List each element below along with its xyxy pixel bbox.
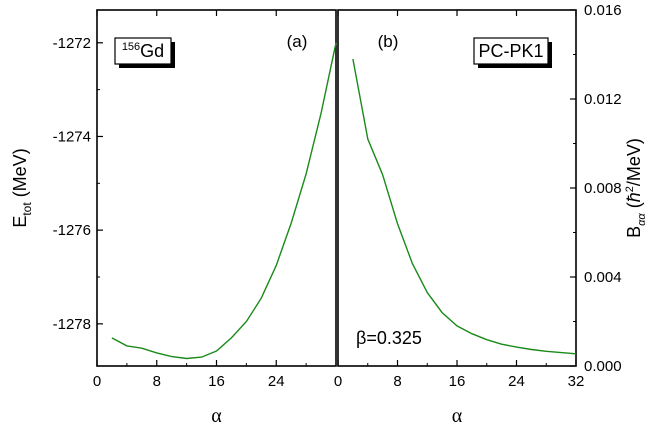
y-tick-label: 0.012 bbox=[584, 91, 622, 108]
y-label-unit: (MeV) bbox=[10, 148, 30, 202]
series-line-a bbox=[111, 42, 337, 360]
x-tick-label: 32 bbox=[568, 373, 585, 390]
y-axis-label-mass: Bαα (ħ2/MeV) bbox=[624, 138, 648, 238]
panel-a: 0 8 16 24 α -1272 -1274 -1276 -1278 (a) 156Gd bbox=[53, 9, 337, 427]
chart-panels: 0 8 16 24 α -1272 -1274 -1276 -1278 (a) 156Gd 0 8 16 2… bbox=[53, 2, 622, 427]
y-label-unit-open: ( bbox=[624, 202, 644, 213]
y-label-hbar: ħ bbox=[624, 192, 644, 202]
x-tick-label: 16 bbox=[208, 373, 225, 390]
y-tick-label: -1272 bbox=[53, 35, 91, 52]
x-tick-label: 0 bbox=[93, 373, 101, 390]
label-box-frame bbox=[473, 37, 549, 65]
y-tick-label: -1274 bbox=[53, 128, 91, 145]
label-box-frame bbox=[114, 37, 172, 65]
label-box-text: 156Gd bbox=[122, 41, 164, 61]
panel-b-label-box: PC-PK1 bbox=[473, 37, 552, 68]
label-box-main: Gd bbox=[140, 41, 164, 61]
y-label-unit-close: /MeV) bbox=[624, 138, 644, 186]
series-line-b bbox=[352, 58, 577, 355]
y-tick-label: 0.016 bbox=[584, 2, 622, 19]
beta-annotation: β=0.325 bbox=[356, 328, 422, 348]
panel-a-y-axis-label: Etot (MeV) bbox=[10, 148, 34, 227]
x-tick-label: 24 bbox=[508, 373, 525, 390]
x-axis-label: α bbox=[211, 405, 222, 427]
y-tick-label: 0.004 bbox=[584, 269, 622, 286]
y-label-main: B bbox=[624, 226, 644, 238]
label-box-text: PC-PK1 bbox=[478, 41, 543, 61]
panel-a-label-box: 156Gd bbox=[114, 37, 175, 68]
x-tick-label: 8 bbox=[153, 373, 161, 390]
x-axis-label: α bbox=[452, 405, 463, 427]
y-label-sub: tot bbox=[20, 202, 34, 216]
y-tick-label: 0.008 bbox=[584, 180, 622, 197]
y-label-sub: αα bbox=[636, 213, 648, 226]
panel-a-tag: (a) bbox=[287, 32, 308, 51]
y-axis-label-energy: Etot (MeV) bbox=[10, 148, 34, 227]
y-tick-label: 0.000 bbox=[584, 358, 622, 375]
y-label-main: E bbox=[10, 216, 30, 228]
y-tick-label: -1278 bbox=[53, 316, 91, 333]
panel-b-tag: (b) bbox=[378, 32, 399, 51]
panel-b: 0 8 16 24 32 α 0.000 0.004 0.008 0.012 0.016 (b) PC-… bbox=[334, 2, 622, 427]
x-tick-label: 24 bbox=[268, 373, 285, 390]
label-box-superscript: 156 bbox=[122, 41, 140, 53]
x-tick-label: 8 bbox=[393, 373, 401, 390]
x-tick-label: 0 bbox=[334, 373, 342, 390]
y-label-sup: 2 bbox=[624, 186, 636, 192]
y-tick-label: -1276 bbox=[53, 222, 91, 239]
x-tick-label: 16 bbox=[449, 373, 466, 390]
panel-b-y-axis-label: Bαα (ħ2/MeV) bbox=[624, 138, 648, 238]
